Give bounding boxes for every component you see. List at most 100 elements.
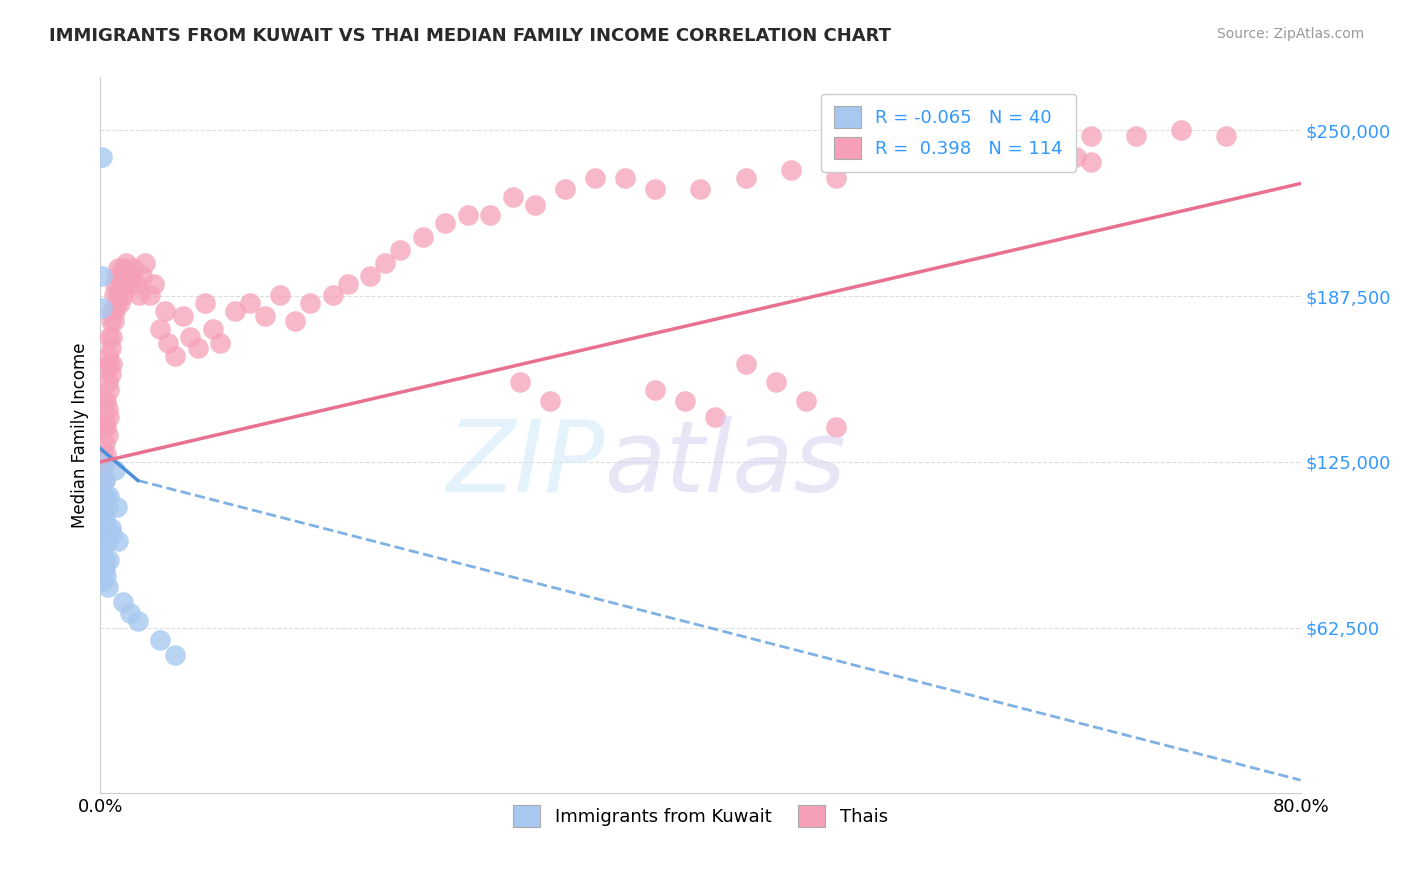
Point (824, 171, 846, 186)
Point (1064, 150, 1087, 164)
Point (93, 474, 115, 488)
Point (96, 420, 118, 434)
Point (434, 216, 457, 230)
Point (149, 322, 172, 336)
Point (97, 401, 120, 416)
Point (97, 428, 120, 442)
Point (134, 256, 156, 270)
Point (100, 314, 122, 328)
Point (153, 303, 176, 318)
Point (98, 489, 121, 503)
Point (93, 489, 115, 503)
Point (96, 447, 118, 461)
Y-axis label: Median Family Income: Median Family Income (72, 343, 89, 528)
Point (209, 335, 232, 350)
Point (1080, 155, 1102, 169)
Point (734, 357, 756, 371)
Point (94, 534, 117, 549)
Point (100, 521, 122, 535)
Point (194, 295, 217, 310)
Point (122, 261, 145, 276)
Point (143, 277, 166, 292)
Point (959, 145, 981, 159)
Text: atlas: atlas (605, 416, 846, 513)
Point (93, 474, 115, 488)
Point (165, 648, 187, 663)
Point (103, 288, 125, 302)
Point (93, 516, 115, 530)
Point (299, 295, 322, 310)
Point (94, 521, 117, 535)
Point (165, 349, 187, 363)
Point (101, 357, 124, 371)
Point (93, 553, 115, 567)
Point (93, 526, 115, 541)
Point (869, 155, 891, 169)
Point (644, 384, 666, 398)
Point (644, 182, 666, 196)
Point (156, 335, 179, 350)
Point (389, 243, 412, 257)
Point (90, 561, 112, 575)
Point (675, 393, 697, 408)
Point (94, 513, 117, 527)
Point (128, 288, 150, 302)
Point (97, 349, 120, 363)
Text: ZIP: ZIP (446, 416, 605, 513)
Point (502, 190, 524, 204)
Point (120, 269, 142, 284)
Point (90, 526, 112, 541)
Point (111, 261, 134, 276)
Point (111, 595, 134, 609)
Point (90, 269, 112, 284)
Legend: Immigrants from Kuwait, Thais: Immigrants from Kuwait, Thais (506, 798, 896, 834)
Point (704, 409, 727, 424)
Point (614, 171, 637, 186)
Text: IMMIGRANTS FROM KUWAIT VS THAI MEDIAN FAMILY INCOME CORRELATION CHART: IMMIGRANTS FROM KUWAIT VS THAI MEDIAN FA… (49, 27, 891, 45)
Point (131, 269, 153, 284)
Point (93, 574, 115, 589)
Point (1049, 145, 1071, 159)
Point (117, 277, 139, 292)
Point (93, 508, 115, 522)
Point (824, 420, 846, 434)
Point (93, 542, 115, 557)
Point (105, 269, 128, 284)
Point (734, 171, 756, 186)
Point (98, 330, 121, 344)
Point (93, 508, 115, 522)
Point (336, 277, 359, 292)
Point (94, 415, 117, 429)
Point (524, 197, 547, 211)
Point (794, 393, 817, 408)
Point (90, 500, 112, 514)
Point (100, 341, 122, 355)
Point (96, 393, 118, 408)
Point (94, 393, 117, 408)
Point (101, 303, 124, 318)
Point (101, 526, 124, 541)
Point (94, 474, 117, 488)
Point (1080, 128, 1102, 143)
Point (98, 384, 121, 398)
Point (1004, 136, 1026, 151)
Point (201, 322, 224, 336)
Point (108, 295, 131, 310)
Point (94, 494, 117, 508)
Point (90, 508, 112, 522)
Point (93, 447, 115, 461)
Point (98, 409, 121, 424)
Point (93, 489, 115, 503)
Point (90, 150, 112, 164)
Point (585, 171, 607, 186)
Point (110, 277, 132, 292)
Point (139, 288, 162, 302)
Point (179, 330, 201, 344)
Point (374, 256, 396, 270)
Point (96, 489, 118, 503)
Point (765, 376, 787, 390)
Point (93, 420, 115, 434)
Point (269, 288, 291, 302)
Point (1019, 136, 1042, 151)
Point (103, 314, 125, 328)
